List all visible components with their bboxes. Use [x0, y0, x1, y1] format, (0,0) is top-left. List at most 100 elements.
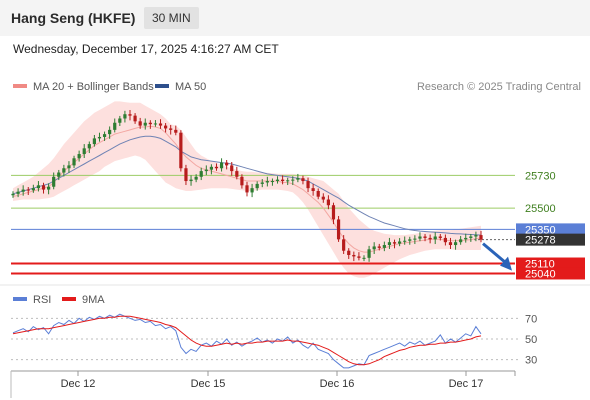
candle-body [357, 256, 361, 258]
rsi-ma-legend-swatch [62, 297, 76, 301]
candle-body [41, 185, 46, 190]
candle-body [291, 179, 295, 181]
header-bar: Hang Seng (HKFE) 30 MIN [0, 0, 590, 36]
candle-body [199, 171, 203, 177]
candle-body [316, 191, 320, 197]
x-tick-label: Dec 16 [320, 378, 355, 390]
candle-body [164, 125, 168, 129]
candle-body [382, 245, 386, 248]
instrument-title: Hang Seng (HKFE) [11, 10, 136, 26]
candle-body [250, 188, 254, 193]
candle-body [148, 122, 152, 125]
level-box-25110 [516, 257, 585, 270]
candle-body [174, 129, 178, 133]
candle-body [433, 236, 437, 240]
candle-body [336, 219, 341, 240]
level-label-25350: 25350 [525, 224, 556, 236]
candle-body [255, 183, 259, 189]
candle-body [331, 205, 336, 220]
candle-body [260, 182, 264, 184]
candle-body [403, 240, 407, 242]
candle-body [413, 238, 417, 240]
legend: MA 20 + Bollinger Bands MA 50 Research © 2… [13, 81, 581, 93]
level-label-25040: 25040 [525, 268, 556, 280]
level-box-25040 [516, 267, 585, 280]
candle-body [128, 114, 132, 116]
legend-label: MA 20 + Bollinger Bands [33, 81, 154, 93]
rsi-legend-label: RSI [33, 294, 51, 306]
candle-body [21, 189, 25, 192]
candle-body [245, 185, 249, 193]
candle-body [87, 144, 91, 149]
candle-body [31, 188, 35, 191]
candle-body [52, 176, 56, 187]
timeframe-badge[interactable]: 30 MIN [144, 7, 199, 29]
candle-body [459, 239, 463, 243]
candle-body [448, 242, 453, 246]
candle-body [16, 191, 20, 194]
candle-body [97, 136, 102, 139]
candle-body [362, 257, 366, 259]
legend-swatch [13, 84, 27, 88]
candle-body [270, 181, 275, 183]
level-label-25730: 25730 [525, 170, 556, 182]
candle-body [438, 236, 442, 238]
candle-body [377, 246, 381, 248]
candle-body [123, 114, 127, 119]
candle-body [47, 186, 51, 190]
candle-body [479, 235, 483, 240]
datetime-label: Wednesday, December 17, 2025 4:16:27 AM … [13, 42, 279, 56]
candle-body [169, 128, 173, 130]
candle-body [326, 199, 330, 206]
candle-body [296, 178, 300, 180]
candle-body [11, 193, 15, 196]
candle-body [321, 196, 325, 200]
candle-body [62, 168, 66, 173]
candle-body [464, 237, 468, 240]
candle-body [153, 123, 158, 125]
rsi-legend-swatch [13, 297, 27, 301]
rsi-ma-line [12, 315, 482, 366]
candle-body [398, 241, 402, 244]
candle-body [225, 162, 229, 166]
rsi-tick-50: 50 [525, 334, 537, 346]
candle-body [443, 237, 447, 243]
candle-body [102, 134, 107, 137]
candle-body [275, 179, 280, 182]
rsi-tick-70: 70 [525, 313, 537, 325]
candle-body [219, 162, 224, 169]
ma50-line [12, 135, 482, 236]
candle-body [469, 236, 473, 238]
rsi-tick-30: 30 [525, 355, 537, 367]
candle-body [428, 237, 432, 240]
candles [11, 109, 483, 262]
candle-body [57, 172, 61, 177]
candle-body [311, 188, 315, 191]
x-tick-label: Dec 17 [449, 378, 484, 390]
candle-body [301, 178, 305, 182]
candle-body [184, 168, 188, 182]
candle-body [281, 179, 285, 182]
candle-body [209, 166, 213, 170]
candle-body [92, 138, 96, 145]
candle-body [347, 250, 351, 255]
candle-body [77, 154, 81, 159]
candle-body [392, 242, 397, 244]
candle-body [342, 239, 346, 251]
candle-body [367, 249, 371, 258]
candle-body [189, 179, 193, 182]
candle-body [387, 242, 392, 246]
candle-body [230, 165, 234, 172]
candle-body [286, 180, 290, 182]
level-label-25278: 25278 [525, 235, 556, 247]
candle-body [36, 185, 41, 189]
candle-body [265, 181, 269, 183]
candle-body [372, 246, 376, 250]
candle-body [82, 148, 86, 155]
rsi-legend: RSI 9MA [13, 294, 105, 306]
candle-body [214, 166, 219, 169]
forecast-arrow-shaft [482, 242, 509, 266]
candle-body [72, 158, 76, 166]
